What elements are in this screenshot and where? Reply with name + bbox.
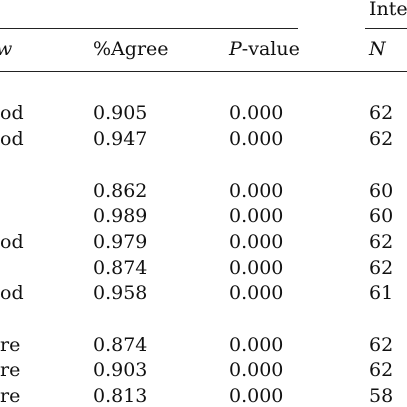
row-label: od <box>0 102 24 124</box>
p-value: 0.000 <box>229 128 284 150</box>
n-value: 62 <box>369 257 394 279</box>
row-label: re <box>0 359 21 381</box>
n-value: 60 <box>369 205 394 227</box>
agree-value: 0.874 <box>93 257 148 279</box>
top-rule-right <box>365 28 407 29</box>
p-value: 0.000 <box>229 359 284 381</box>
n-value: 62 <box>369 334 394 356</box>
row-label: od <box>0 231 24 253</box>
column-header-n: N <box>369 38 386 60</box>
p-value: 0.000 <box>229 282 284 304</box>
column-header-fragment: w <box>0 40 12 59</box>
agree-value: 0.874 <box>93 334 148 356</box>
agree-value: 0.989 <box>93 205 148 227</box>
top-rule-left <box>0 28 298 29</box>
agree-value: 0.862 <box>93 180 148 202</box>
p-value: 0.000 <box>229 102 284 124</box>
n-value: 62 <box>369 231 394 253</box>
p-value: 0.000 <box>229 385 284 407</box>
n-value: 58 <box>369 385 394 407</box>
n-value: 62 <box>369 102 394 124</box>
n-value: 61 <box>369 282 394 304</box>
pvalue-rest: -value <box>241 38 300 60</box>
row-label: od <box>0 128 24 150</box>
agree-value: 0.979 <box>93 231 148 253</box>
p-value: 0.000 <box>229 334 284 356</box>
n-value: 62 <box>369 128 394 150</box>
n-value: 60 <box>369 180 394 202</box>
agree-value: 0.903 <box>93 359 148 381</box>
p-value: 0.000 <box>229 231 284 253</box>
row-label: re <box>0 385 21 407</box>
agree-value: 0.947 <box>93 128 148 150</box>
agree-value: 0.905 <box>93 102 148 124</box>
column-header-pvalue: P-value <box>229 40 300 59</box>
agree-value: 0.958 <box>93 282 148 304</box>
column-header-agree: %Agree <box>93 38 169 60</box>
p-value: 0.000 <box>229 257 284 279</box>
row-label: re <box>0 334 21 356</box>
p-value: 0.000 <box>229 205 284 227</box>
group-header-fragment: Inte <box>369 0 407 20</box>
agree-value: 0.813 <box>93 385 148 407</box>
header-rule <box>0 71 407 72</box>
n-value: 62 <box>369 359 394 381</box>
p-value: 0.000 <box>229 180 284 202</box>
pvalue-p: P <box>229 38 242 60</box>
row-label: od <box>0 282 24 304</box>
